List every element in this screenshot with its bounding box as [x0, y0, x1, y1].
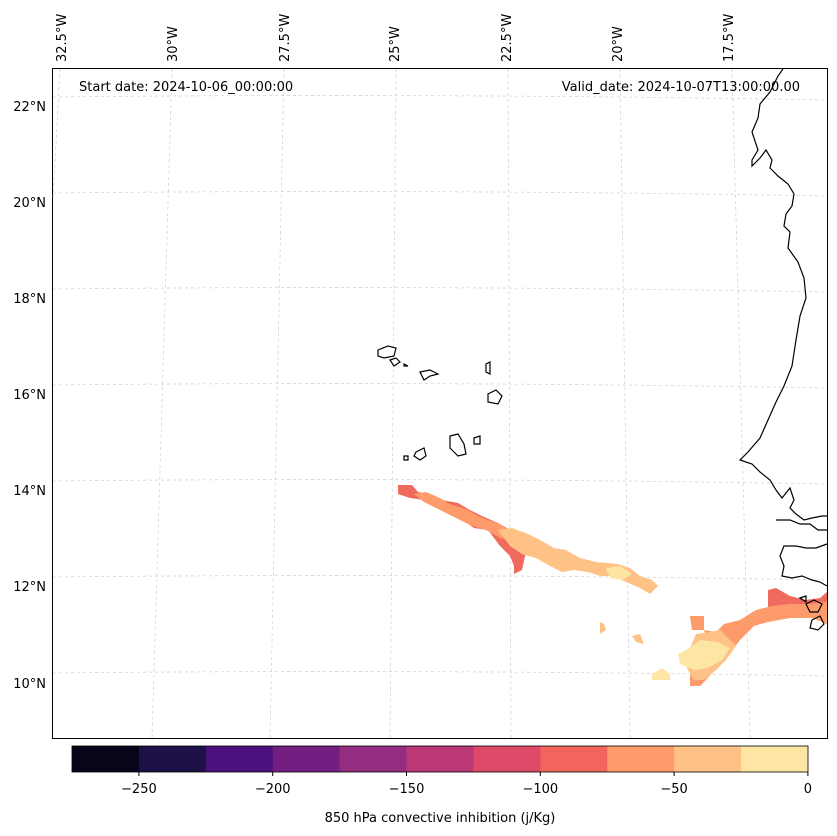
lat-label: 12°N	[13, 580, 46, 595]
colorbar-tick-label: 0	[804, 782, 812, 797]
colorbar-outline	[71, 745, 809, 773]
lon-label: 22.5°W	[500, 14, 515, 62]
cape-verde-islands	[377, 345, 503, 461]
colorbar-tick-label: −150	[389, 782, 425, 797]
island-santa-luzia	[403, 363, 409, 367]
island-sal	[485, 361, 491, 375]
colorbar-swatch	[72, 746, 140, 772]
cin-band-southeast	[600, 588, 827, 686]
cin-region-pale	[606, 566, 632, 580]
cin-region-light	[600, 622, 606, 634]
lat-label: 22°N	[13, 100, 46, 115]
colorbar-label: 850 hPa convective inhibition (j/Kg)	[325, 811, 556, 826]
lat-label: 14°N	[13, 484, 46, 499]
africa-coastline	[738, 68, 827, 521]
map-content	[52, 68, 828, 739]
colorbar-swatch	[741, 746, 809, 772]
island-maio	[473, 435, 481, 445]
longitude-labels: 32.5°W 30°W 27.5°W 25°W 22.5°W 20°W 17.5…	[55, 14, 737, 62]
cin-band-northwest	[398, 485, 658, 594]
colorbar: −250 −200 −150 −100 −50 0 850 hPa convec…	[71, 745, 812, 826]
colorbar-swatch	[205, 746, 274, 772]
lat-label: 16°N	[13, 388, 46, 403]
africa-coastline-guinea	[779, 543, 828, 587]
lon-label: 20°W	[611, 26, 626, 62]
colorbar-swatches	[72, 746, 809, 772]
lon-label: 17.5°W	[722, 14, 737, 62]
graticule-latitude	[52, 95, 828, 677]
island-brava	[403, 455, 409, 461]
colorbar-swatch	[138, 746, 207, 772]
island-fogo	[413, 447, 427, 461]
lon-label: 25°W	[388, 26, 403, 62]
colorbar-swatch	[406, 746, 474, 772]
colorbar-swatch	[473, 746, 541, 772]
colorbar-swatch	[339, 746, 408, 772]
island-boa-vista	[487, 389, 503, 405]
cin-region-light	[632, 634, 644, 644]
cin-region-mid	[414, 492, 512, 540]
cin-region-pale	[678, 640, 730, 670]
colorbar-ticks: −250 −200 −150 −100 −50 0	[121, 772, 812, 797]
colorbar-tick-label: −100	[522, 782, 558, 797]
island-sao-vicente	[389, 357, 401, 367]
start-date-label: Start date: 2024-10-06_00:00:00	[79, 80, 293, 95]
island-santiago	[449, 433, 467, 457]
lon-label: 30°W	[166, 26, 181, 62]
africa-coastline-bijagos	[798, 595, 825, 631]
island-sao-nicolau	[419, 369, 440, 381]
lat-label: 20°N	[13, 196, 46, 211]
valid-date-label: Valid_date: 2024-10-07T13:00:00.00	[562, 80, 800, 95]
island-santo-antao	[377, 345, 397, 359]
colorbar-swatch	[674, 746, 742, 772]
colorbar-swatch	[272, 746, 341, 772]
colorbar-swatch	[540, 746, 608, 772]
colorbar-swatch	[607, 746, 675, 772]
colorbar-tick-label: −200	[255, 782, 291, 797]
lat-label: 10°N	[13, 677, 46, 692]
africa-coastline-gambia	[776, 519, 827, 531]
colorbar-tick-label: −250	[121, 782, 157, 797]
latitude-labels: 22°N 20°N 18°N 16°N 14°N 12°N 10°N	[13, 100, 46, 692]
lat-label: 18°N	[13, 292, 46, 307]
lon-label: 27.5°W	[278, 14, 293, 62]
graticule-longitude	[52, 68, 751, 739]
cin-region-pale	[652, 668, 670, 680]
colorbar-tick-label: −50	[660, 782, 687, 797]
lon-label: 32.5°W	[55, 14, 70, 62]
